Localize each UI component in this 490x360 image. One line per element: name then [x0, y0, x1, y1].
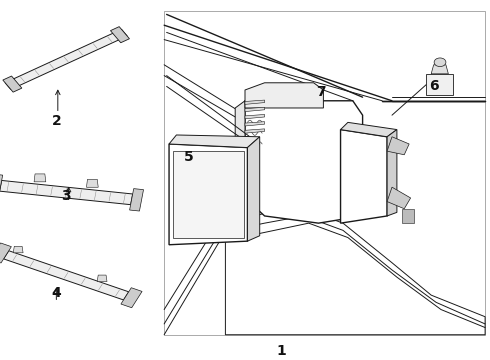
Polygon shape [235, 101, 245, 205]
Text: 1: 1 [277, 344, 287, 358]
Polygon shape [245, 100, 265, 104]
Polygon shape [245, 114, 265, 119]
Polygon shape [110, 27, 129, 43]
Polygon shape [341, 130, 387, 223]
Polygon shape [3, 76, 22, 92]
Polygon shape [169, 144, 247, 245]
Polygon shape [402, 209, 414, 223]
Polygon shape [5, 29, 127, 89]
Text: 7: 7 [316, 85, 326, 99]
Text: 3: 3 [61, 189, 71, 203]
Polygon shape [0, 174, 2, 197]
Polygon shape [431, 65, 448, 74]
Polygon shape [245, 122, 265, 126]
Polygon shape [387, 130, 397, 216]
Text: 2: 2 [51, 113, 61, 127]
Circle shape [434, 58, 446, 67]
Polygon shape [245, 129, 265, 133]
Text: 6: 6 [429, 80, 439, 93]
Bar [173, 151, 244, 238]
Polygon shape [245, 94, 363, 223]
Polygon shape [13, 246, 23, 253]
Polygon shape [341, 122, 397, 137]
Polygon shape [387, 137, 409, 155]
Polygon shape [426, 74, 453, 95]
Polygon shape [86, 179, 98, 187]
Polygon shape [0, 243, 11, 263]
Bar [164, 11, 485, 335]
Polygon shape [387, 187, 411, 209]
Polygon shape [3, 251, 129, 300]
Polygon shape [245, 83, 323, 108]
Polygon shape [225, 205, 485, 335]
Text: 4: 4 [51, 286, 61, 300]
Polygon shape [245, 107, 265, 112]
Polygon shape [169, 135, 260, 148]
Text: 5: 5 [184, 149, 194, 163]
Polygon shape [97, 275, 107, 282]
Polygon shape [0, 180, 133, 205]
Polygon shape [247, 137, 260, 241]
Polygon shape [121, 288, 142, 308]
Polygon shape [130, 189, 144, 211]
Polygon shape [34, 174, 46, 182]
